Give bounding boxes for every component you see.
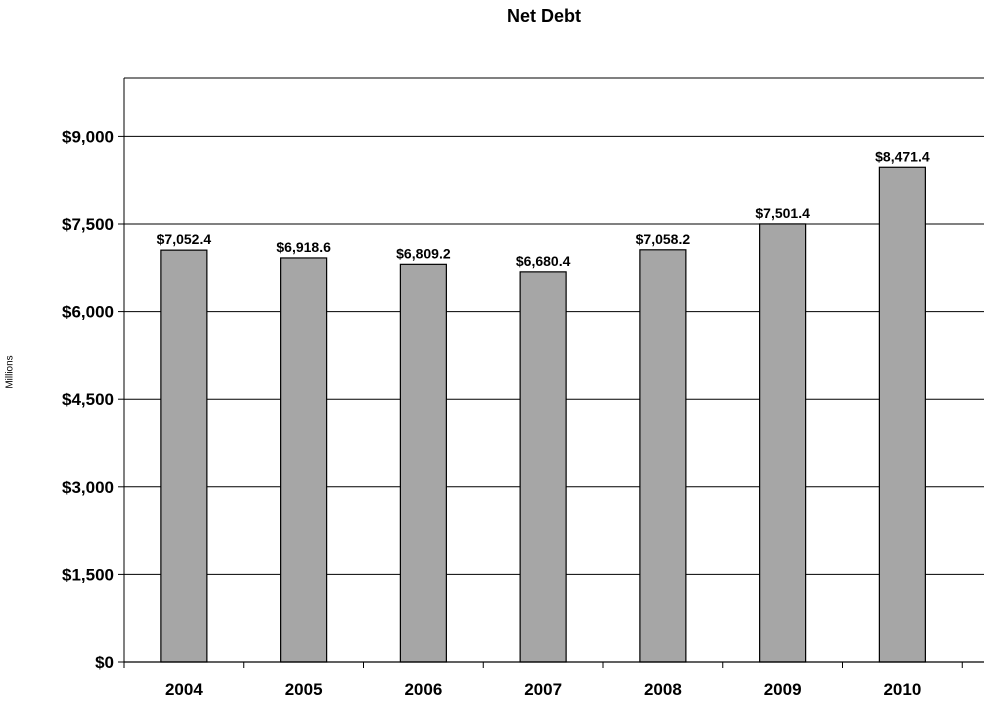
plot-frame	[118, 77, 984, 668]
bars	[160, 166, 926, 663]
bar-2007	[519, 271, 567, 663]
x-tick-label-2008: 2008	[644, 680, 682, 699]
chart-title: Net Debt	[506, 6, 581, 26]
data-label-2006: $6,809.2	[396, 245, 451, 261]
data-label-2007: $6,680.4	[516, 253, 571, 269]
bar-2008	[639, 249, 687, 663]
y-tick-label: $9,000	[62, 127, 114, 146]
bar-2010	[878, 166, 926, 663]
x-tick-label-2004: 2004	[165, 680, 203, 699]
bar-2004	[160, 249, 208, 663]
y-tick-label: $7,500	[62, 215, 114, 234]
data-label-2004: $7,052.4	[157, 231, 212, 247]
data-label-2005: $6,918.6	[276, 239, 331, 255]
y-tick-label: $3,000	[62, 478, 114, 497]
data-label-2008: $7,058.2	[636, 231, 691, 247]
bar-2005	[280, 257, 328, 663]
labels: $7,052.4 2004 $6,918.6 2005 $6,809.2 2006 $6,6…	[62, 127, 930, 699]
data-label-2009: $7,501.4	[755, 205, 810, 221]
x-tick-label-2009: 2009	[764, 680, 802, 699]
bar-2009	[759, 223, 807, 663]
x-tick-label-2006: 2006	[404, 680, 442, 699]
x-tick-label-2007: 2007	[524, 680, 562, 699]
data-label-2010: $8,471.4	[875, 148, 930, 164]
y-tick-label: $6,000	[62, 303, 114, 322]
x-tick-label-2010: 2010	[883, 680, 921, 699]
y-tick-label: $4,500	[62, 390, 114, 409]
y-tick-label: $1,500	[62, 565, 114, 584]
y-tick-label: $0	[95, 653, 114, 672]
bar-2006	[399, 263, 447, 663]
x-tick-label-2005: 2005	[285, 680, 323, 699]
